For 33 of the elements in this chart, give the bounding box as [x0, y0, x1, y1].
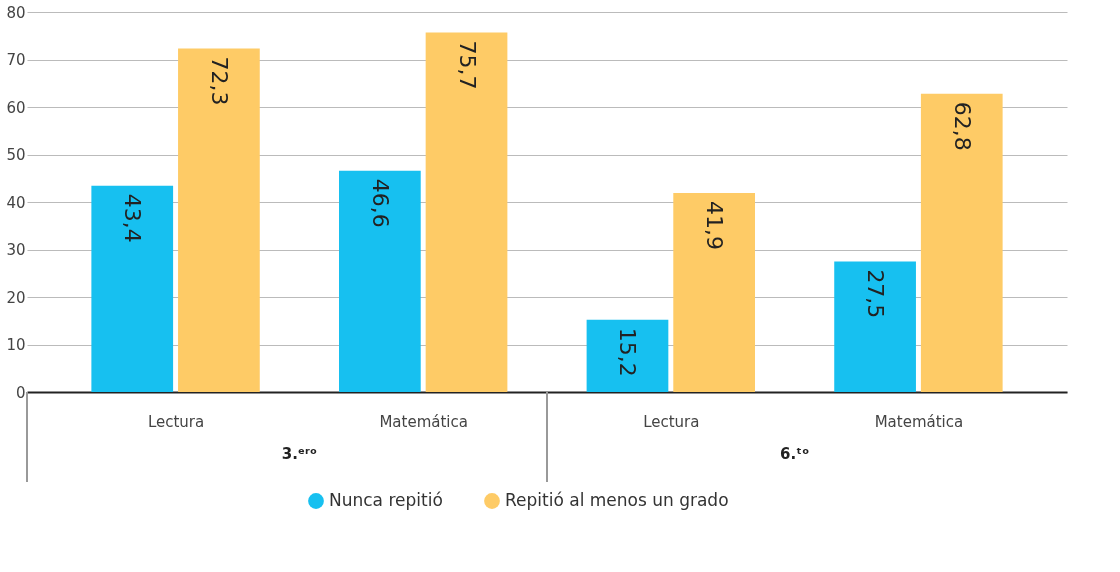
text: 6.ᵗᵒ: [779, 445, 810, 463]
data-label: 46,6: [367, 178, 393, 228]
text: 3.ᵉʳᵒ: [281, 445, 318, 463]
data-label: 27,5: [863, 269, 889, 319]
y-tick-label: 50: [6, 146, 26, 164]
data-label: 75,7: [454, 40, 480, 90]
bar: [834, 261, 916, 392]
y-tick-label: 80: [6, 3, 26, 22]
bar: [178, 48, 260, 392]
x-tick-label: Matemática: [379, 412, 468, 431]
y-tick-label: 40: [6, 193, 26, 212]
bar: [425, 32, 508, 392]
legend-label: Nunca repitió: [329, 490, 443, 510]
data-label: 62,8: [949, 101, 975, 151]
x-tick-label: Lectura: [147, 412, 205, 431]
data-label: 72,3: [206, 56, 232, 106]
y-tick-label: 60: [6, 98, 26, 117]
y-tick-label: 0: [15, 383, 26, 402]
bar: [920, 93, 1003, 392]
bar: [586, 319, 669, 392]
bar: [339, 170, 421, 392]
data-label: 43,4: [120, 193, 146, 243]
y-tick-label: 20: [6, 288, 26, 307]
data-label: 41,9: [702, 200, 728, 250]
x-tick-label: Matemática: [874, 412, 964, 431]
y-tick-label: 70: [6, 51, 26, 69]
y-tick-label: 30: [6, 241, 26, 259]
x-tick-label: Lectura: [643, 412, 700, 431]
legend-label: Repitió al menos un grado: [505, 490, 729, 510]
y-tick-label: 10: [6, 336, 26, 354]
bar: [673, 192, 755, 392]
bar: [91, 185, 174, 392]
data-label: 15,2: [615, 327, 641, 377]
